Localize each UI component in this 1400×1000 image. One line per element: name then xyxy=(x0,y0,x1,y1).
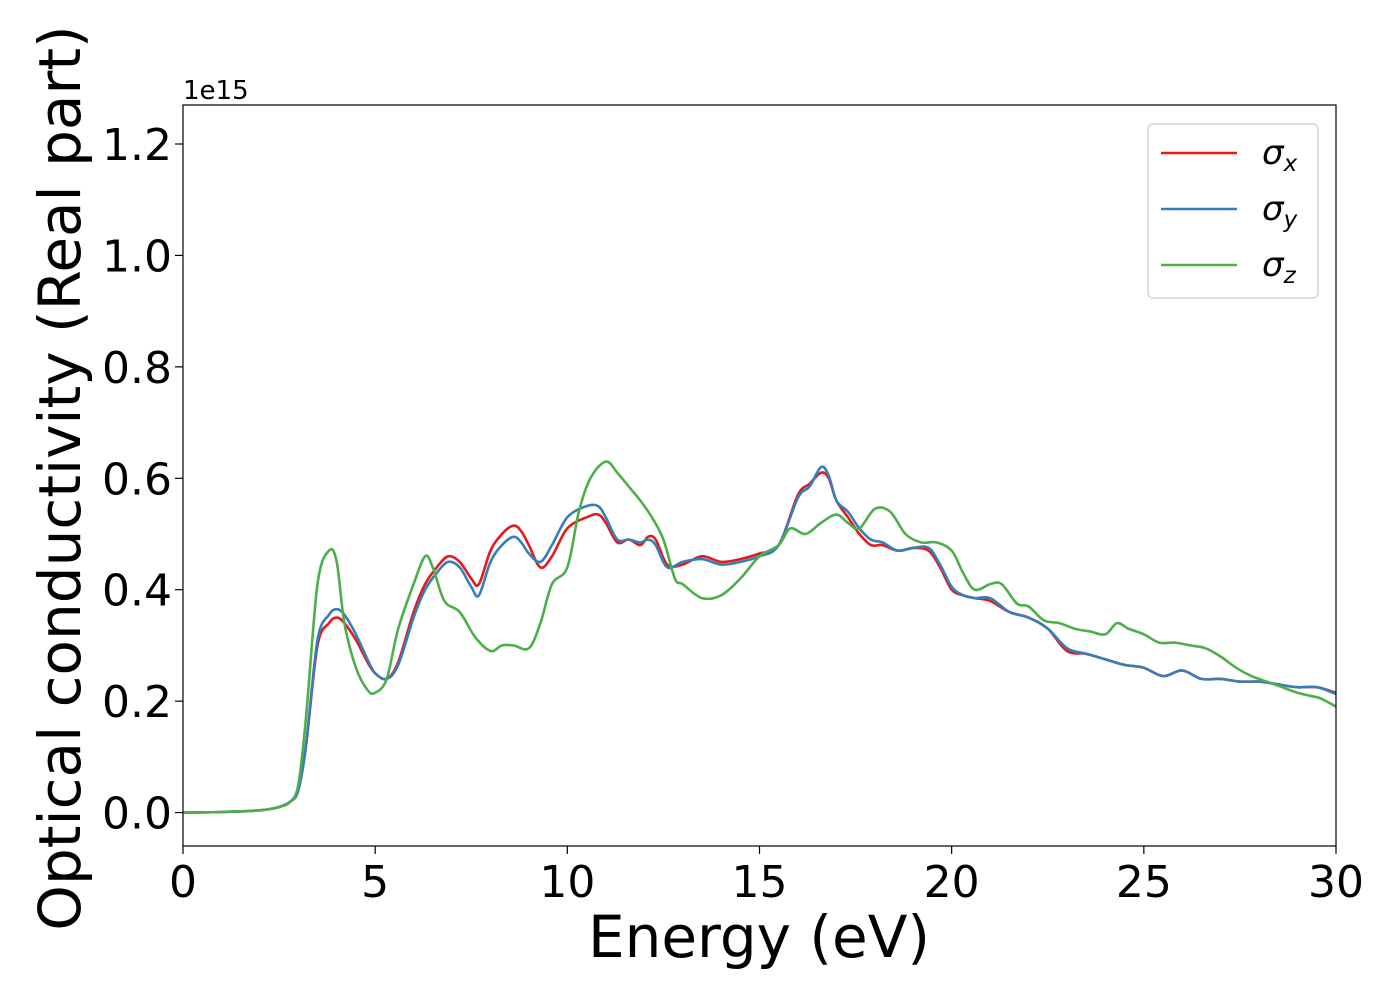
y-tick-label: 0.0 xyxy=(102,789,172,840)
y-axis: 0.0 0.2 0.4 0.6 0.8 1.0 1.2 xyxy=(102,120,183,840)
x-axis-label: Energy (eV) xyxy=(588,903,930,971)
y-tick-label: 0.4 xyxy=(102,566,172,617)
series-layer xyxy=(182,460,1337,814)
x-tick-label: 0 xyxy=(169,857,197,908)
x-tick-label: 25 xyxy=(1116,857,1172,908)
x-tick-label: 10 xyxy=(539,857,595,908)
series-line-z xyxy=(182,460,1337,814)
legend-box xyxy=(1147,123,1319,299)
y-tick-label: 0.6 xyxy=(102,454,172,505)
x-axis: 0 5 10 15 20 25 30 xyxy=(169,846,1364,908)
y-axis-label: Optical conductivity (Real part) xyxy=(26,25,94,930)
series-line-y xyxy=(182,465,1337,814)
y-tick-label: 0.2 xyxy=(102,677,172,728)
x-tick-label: 30 xyxy=(1308,857,1364,908)
y-tick-label: 0.8 xyxy=(102,343,172,394)
y-offset-label: 1e15 xyxy=(183,76,249,106)
y-tick-label: 1.2 xyxy=(102,120,172,171)
x-tick-label: 20 xyxy=(924,857,980,908)
x-tick-label: 15 xyxy=(732,857,788,908)
y-tick-label: 1.0 xyxy=(102,231,172,282)
x-tick-label: 5 xyxy=(361,857,389,908)
